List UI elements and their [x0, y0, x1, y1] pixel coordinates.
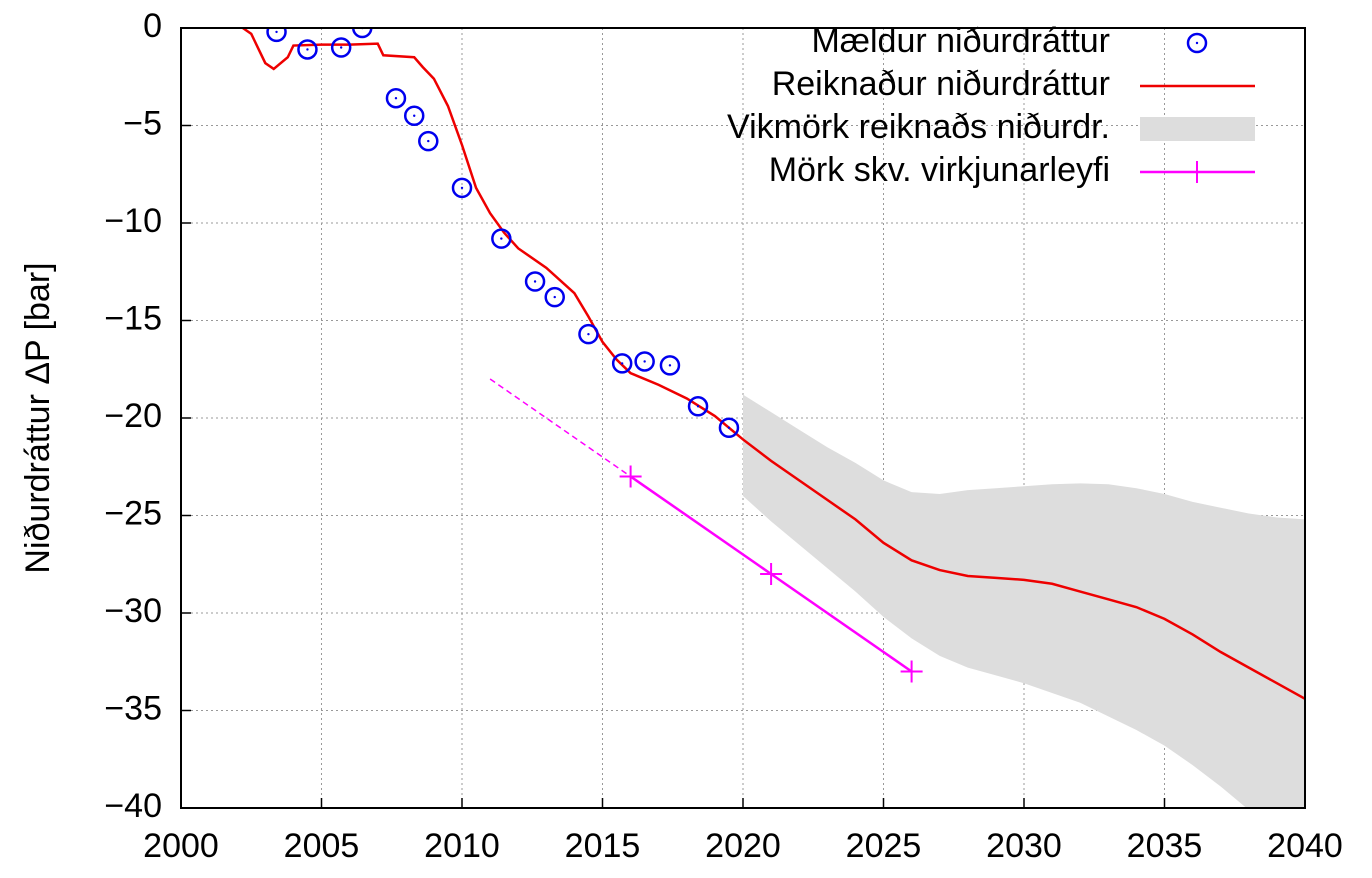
y-tick-label: 0 — [143, 7, 162, 45]
point-dot — [696, 405, 700, 408]
x-tick-label: 2000 — [143, 827, 219, 865]
point-ring — [524, 271, 546, 292]
y-axis-title: Niðurdráttur ΔP [bar] — [19, 262, 57, 573]
point — [718, 417, 740, 438]
point-dot — [275, 30, 278, 34]
point-ring — [351, 28, 373, 39]
y-tick-label: −10 — [104, 202, 162, 240]
point-ring — [403, 105, 425, 126]
point-dot — [620, 362, 624, 365]
point — [687, 396, 709, 417]
point-dot — [500, 237, 503, 240]
plot-area — [242, 28, 1305, 808]
x-tick-label: 2040 — [1267, 827, 1343, 865]
legend-marker — [1186, 161, 1208, 183]
point-ring — [266, 28, 287, 43]
x-tick-label: 2035 — [1127, 827, 1203, 865]
y-tick-label: −25 — [104, 494, 162, 532]
point-ring — [297, 39, 318, 60]
uncertainty-band — [743, 394, 1305, 808]
y-tick-label: −35 — [104, 689, 162, 727]
point-ring — [659, 355, 681, 376]
point-dot — [587, 332, 590, 336]
x-tick-label: 2010 — [424, 827, 500, 865]
legend-marker-dot — [1195, 41, 1199, 45]
point-dot — [413, 114, 416, 117]
x-tick-label: 2030 — [986, 827, 1062, 865]
x-tick-label: 2020 — [705, 827, 781, 865]
point — [634, 351, 655, 372]
point — [611, 353, 633, 374]
point-dot — [306, 48, 309, 51]
line — [242, 28, 1305, 700]
legend-marker — [1186, 32, 1208, 54]
point-ring — [451, 177, 473, 199]
x-tick-label: 2015 — [565, 827, 641, 865]
legend-swatch — [1140, 117, 1255, 141]
plus-marker — [900, 660, 923, 683]
plot-frame — [180, 27, 1306, 809]
point-dot — [427, 139, 430, 143]
point-ring — [418, 130, 439, 152]
point-ring — [330, 37, 352, 58]
point-dot — [339, 46, 343, 49]
point-dot — [643, 360, 646, 363]
point — [385, 87, 407, 109]
point-dot — [553, 295, 556, 299]
point-ring — [491, 228, 512, 249]
point — [578, 323, 599, 345]
y-tick-label: −15 — [104, 299, 162, 337]
point-ring — [634, 351, 655, 372]
point — [659, 355, 681, 376]
point — [330, 37, 352, 58]
point — [544, 286, 565, 308]
point — [266, 28, 287, 43]
legend-label: Vikmörk reiknaðs niðurdr. — [727, 108, 1110, 146]
point — [297, 39, 318, 60]
point-dot — [460, 186, 464, 190]
point — [524, 271, 546, 292]
y-tick-label: −40 — [104, 787, 162, 825]
point — [418, 130, 439, 152]
plus-marker — [760, 563, 783, 585]
point-dot — [727, 426, 731, 429]
x-tick-label: 2025 — [846, 827, 922, 865]
legend-label: Mörk skv. virkjunarleyfi — [769, 151, 1110, 189]
point — [451, 177, 473, 199]
point-ring — [544, 286, 565, 308]
point-ring — [687, 396, 709, 417]
y-tick-label: −5 — [123, 104, 162, 142]
y-tick-label: −20 — [104, 397, 162, 435]
point — [403, 105, 425, 126]
legend-label: Reiknaður niðurdráttur — [772, 65, 1110, 103]
point-dot — [668, 364, 672, 367]
point — [491, 228, 512, 249]
point-ring — [578, 323, 599, 345]
point-ring — [611, 353, 633, 374]
point-ring — [385, 87, 407, 109]
point-dot — [533, 280, 537, 283]
y-tick-label: −30 — [104, 592, 162, 630]
x-tick-label: 2005 — [284, 827, 360, 865]
legend-label: Mældur niðurdráttur — [811, 22, 1110, 60]
point-ring — [718, 417, 740, 438]
point-dot — [394, 97, 398, 100]
line — [489, 378, 632, 478]
